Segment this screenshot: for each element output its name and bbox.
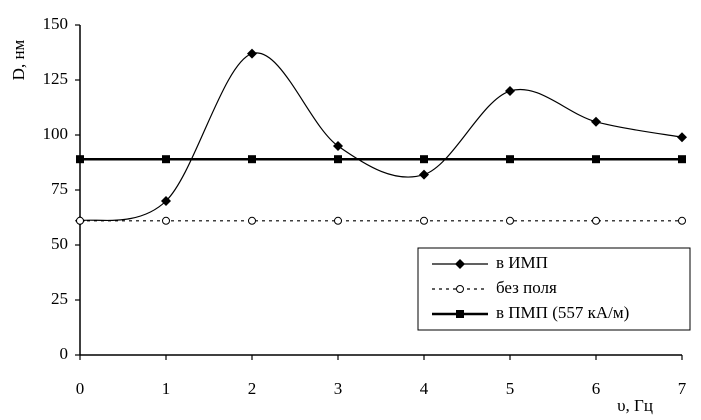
- data-point: [591, 116, 601, 127]
- x-tick-label: 1: [162, 379, 171, 398]
- x-tick-label: 0: [76, 379, 85, 398]
- data-point: [506, 216, 514, 225]
- data-point: [678, 216, 686, 225]
- data-point: [420, 155, 428, 164]
- y-tick-label: 50: [51, 234, 68, 253]
- data-point: [161, 196, 171, 206]
- x-axis-label: υ, Гц: [617, 396, 653, 415]
- x-tick-label: 3: [334, 379, 343, 398]
- y-tick-label: 0: [60, 344, 69, 363]
- data-point: [333, 141, 343, 151]
- x-tick-label: 2: [248, 379, 257, 398]
- legend-label: в ПМП (557 кА/м): [496, 303, 629, 322]
- data-point: [506, 155, 514, 164]
- series-line: [79, 52, 683, 222]
- data-point: [248, 216, 256, 225]
- data-point: [334, 216, 342, 225]
- data-point: [505, 86, 515, 96]
- data-point: [76, 155, 84, 164]
- data-point: [677, 132, 687, 143]
- legend-marker: [456, 285, 464, 293]
- x-tick-label: 7: [678, 379, 687, 398]
- y-tick-label: 25: [51, 289, 68, 308]
- data-point: [162, 155, 170, 164]
- x-tick-label: 4: [420, 379, 429, 398]
- y-tick-label: 75: [51, 179, 68, 198]
- data-point: [248, 155, 256, 164]
- legend-marker: [455, 259, 465, 269]
- data-point: [162, 216, 170, 225]
- data-point: [334, 155, 342, 164]
- x-tick-label: 6: [592, 379, 601, 398]
- legend-label: в ИМП: [496, 253, 548, 272]
- legend-label: без поля: [496, 278, 557, 297]
- legend-marker: [456, 310, 464, 318]
- y-tick-label: 100: [43, 124, 69, 143]
- y-tick-label: 150: [43, 14, 69, 33]
- data-point: [592, 216, 600, 225]
- data-point: [419, 169, 429, 180]
- y-axis-label: D, нм: [9, 39, 28, 80]
- data-point: [247, 48, 257, 59]
- data-point: [678, 155, 686, 164]
- x-tick-label: 5: [506, 379, 515, 398]
- data-point: [420, 216, 428, 225]
- data-point: [592, 155, 600, 164]
- y-tick-label: 125: [43, 69, 69, 88]
- data-point: [76, 216, 84, 225]
